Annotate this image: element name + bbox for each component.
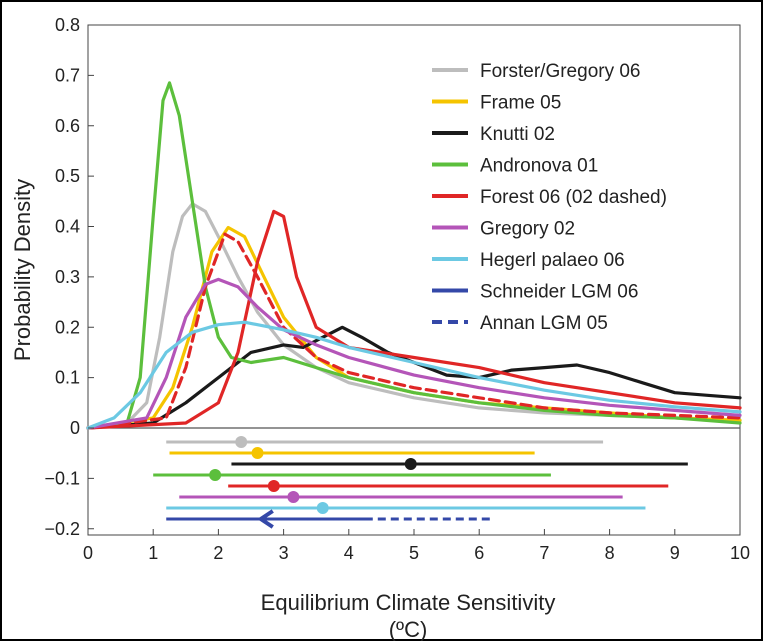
x-tick-label: 9	[670, 543, 680, 563]
legend-label-1: Forster/Gregory 06	[480, 61, 641, 82]
x-tick-label: 0	[83, 543, 93, 563]
pdf-curve-1	[86, 202, 742, 430]
x-tick-label: 6	[474, 543, 484, 563]
median-dot-5	[267, 480, 280, 492]
x-tick-label: 1	[148, 543, 158, 563]
pdf-curve-5	[86, 209, 742, 430]
y-tick-label: 0.5	[55, 166, 80, 186]
legend-label-8: Schneider LGM 06	[480, 282, 638, 303]
pdf-curve-7	[86, 277, 742, 430]
pdf-curve-8	[86, 320, 742, 430]
legend-label-9: Annan LGM 05	[480, 313, 608, 334]
x-tick-label: 7	[539, 543, 549, 563]
x-tick-label: 2	[213, 543, 223, 563]
y-tick-label: 0.6	[55, 116, 80, 136]
x-tick-label: 3	[279, 543, 289, 563]
range-arrow-10	[257, 509, 274, 529]
legend-label-6: Gregory 02	[480, 219, 575, 240]
median-dot-1	[235, 436, 248, 448]
x-axis-units: (ºC)	[389, 617, 428, 641]
y-tick-label: 0.3	[55, 267, 80, 287]
x-tick-label: 10	[730, 543, 750, 563]
x-axis-label: Equilibrium Climate Sensitivity	[261, 590, 556, 615]
y-tick-label: 0.2	[55, 317, 80, 337]
y-tick-label: 0.7	[55, 65, 80, 85]
y-tick-label: 0.4	[55, 217, 80, 237]
x-tick-label: 5	[409, 543, 419, 563]
pdf-curve-6	[86, 232, 742, 430]
plot-area	[87, 24, 741, 536]
median-dot-4	[209, 469, 222, 481]
median-dot-2	[251, 447, 264, 459]
legend-label-2: Frame 05	[480, 93, 561, 114]
y-axis-label: Probability Density	[10, 179, 35, 361]
y-tick-label: −0.2	[44, 519, 80, 539]
median-dot-3	[404, 458, 417, 470]
y-tick-label: 0.8	[55, 15, 80, 35]
legend-label-4: Andronova 01	[480, 156, 598, 177]
y-tick-label: 0	[70, 418, 80, 438]
median-dot-7	[287, 491, 300, 503]
y-tick-label: −0.1	[44, 468, 80, 488]
x-tick-label: 4	[344, 543, 354, 563]
x-tick-label: 8	[605, 543, 615, 563]
legend-label-5: Forest 06 (02 dashed)	[480, 187, 667, 208]
median-dot-8	[316, 502, 329, 514]
y-tick-label: 0.1	[55, 368, 80, 388]
pdf-curve-4	[86, 81, 742, 430]
pdf-curve-2	[86, 225, 742, 430]
legend-label-7: Hegerl palaeo 06	[480, 250, 625, 271]
legend-label-3: Knutti 02	[480, 124, 555, 145]
